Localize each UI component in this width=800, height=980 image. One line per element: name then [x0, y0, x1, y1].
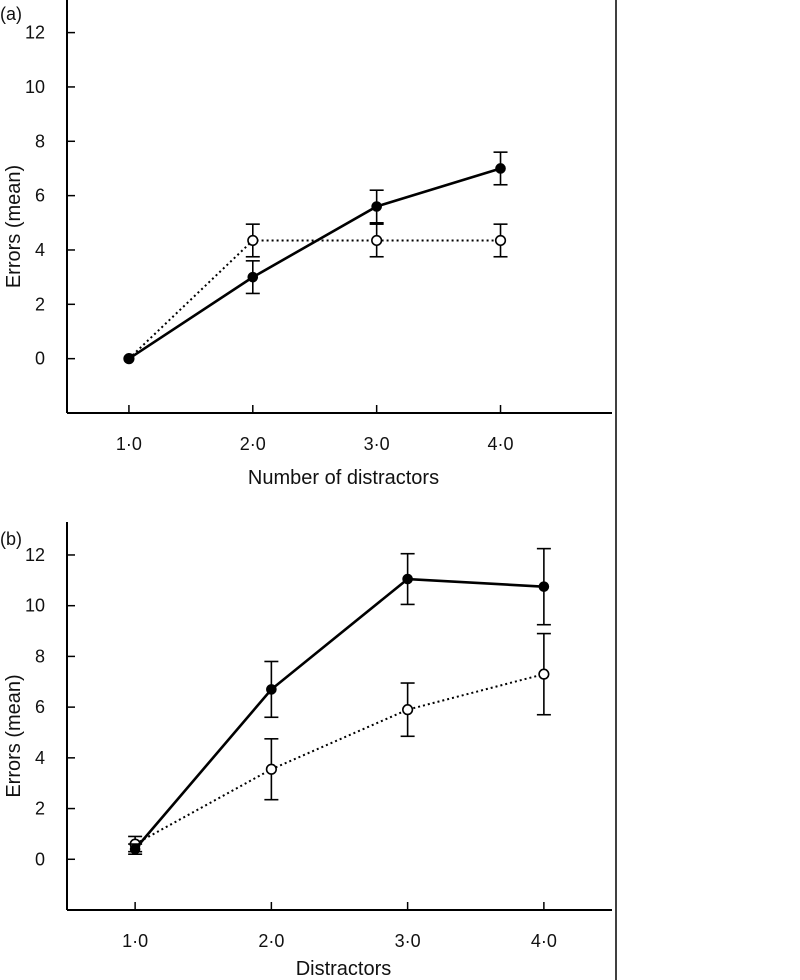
x-tick-label: 4·0 — [488, 434, 514, 454]
series-line — [128, 239, 501, 360]
y-tick-label: 6 — [35, 186, 45, 206]
panel-label: (b) — [0, 529, 22, 549]
y-tick-label: 0 — [35, 349, 45, 369]
x-tick-label: 2·0 — [240, 434, 266, 454]
data-point-open — [494, 234, 507, 247]
y-tick-label: 12 — [25, 545, 45, 565]
series-line — [134, 673, 545, 845]
data-point-open — [247, 234, 259, 247]
data-point-open — [538, 668, 550, 680]
x-axis-label: Distractors — [296, 958, 392, 980]
data-point-open — [265, 763, 277, 775]
data-point-open — [402, 704, 414, 716]
series-line — [134, 577, 544, 850]
y-axis-label: Errors (mean) — [3, 165, 25, 288]
y-tick-label: 10 — [25, 596, 45, 616]
y-axis-label: Errors (mean) — [3, 674, 25, 797]
data-point-open — [371, 234, 383, 247]
data-point-filled — [266, 684, 277, 695]
y-tick-label: 8 — [35, 646, 45, 666]
series-line — [128, 167, 501, 360]
panel-label: (a) — [0, 4, 22, 24]
y-tick-label: 4 — [35, 240, 45, 260]
y-tick-label: 0 — [35, 849, 45, 869]
panel-a: 0 2 4 6 8 10 12 1·0 2·0 3·0 4·0 Number of distracto… — [0, 0, 612, 489]
y-tick-label: 4 — [35, 748, 45, 768]
x-tick-label: 1·0 — [122, 931, 148, 951]
data-point-filled — [495, 163, 506, 174]
data-point-filled — [402, 573, 413, 585]
x-tick-label: 3·0 — [395, 931, 421, 951]
y-tick-label: 10 — [25, 77, 45, 97]
y-tick-label: 12 — [25, 23, 45, 43]
x-tick-label: 3·0 — [364, 434, 390, 454]
y-tick-label: 6 — [35, 697, 45, 717]
data-point-filled — [247, 271, 259, 283]
y-tick-label: 8 — [35, 131, 45, 151]
data-point-filled — [371, 201, 382, 212]
x-tick-label: 1·0 — [116, 434, 142, 454]
panel-b: 0 2 4 6 8 10 12 1·0 2·0 3·0 4·0 Distractors Errors (… — [0, 522, 612, 980]
data-point-filled — [538, 581, 550, 592]
x-tick-label: 2·0 — [258, 931, 284, 951]
x-tick-label: 4·0 — [531, 931, 557, 951]
y-tick-label: 2 — [35, 294, 45, 314]
x-axis-label: Number of distractors — [248, 467, 439, 489]
data-point-filled — [129, 843, 141, 855]
data-point-filled — [123, 353, 135, 364]
y-tick-label: 2 — [35, 799, 45, 819]
